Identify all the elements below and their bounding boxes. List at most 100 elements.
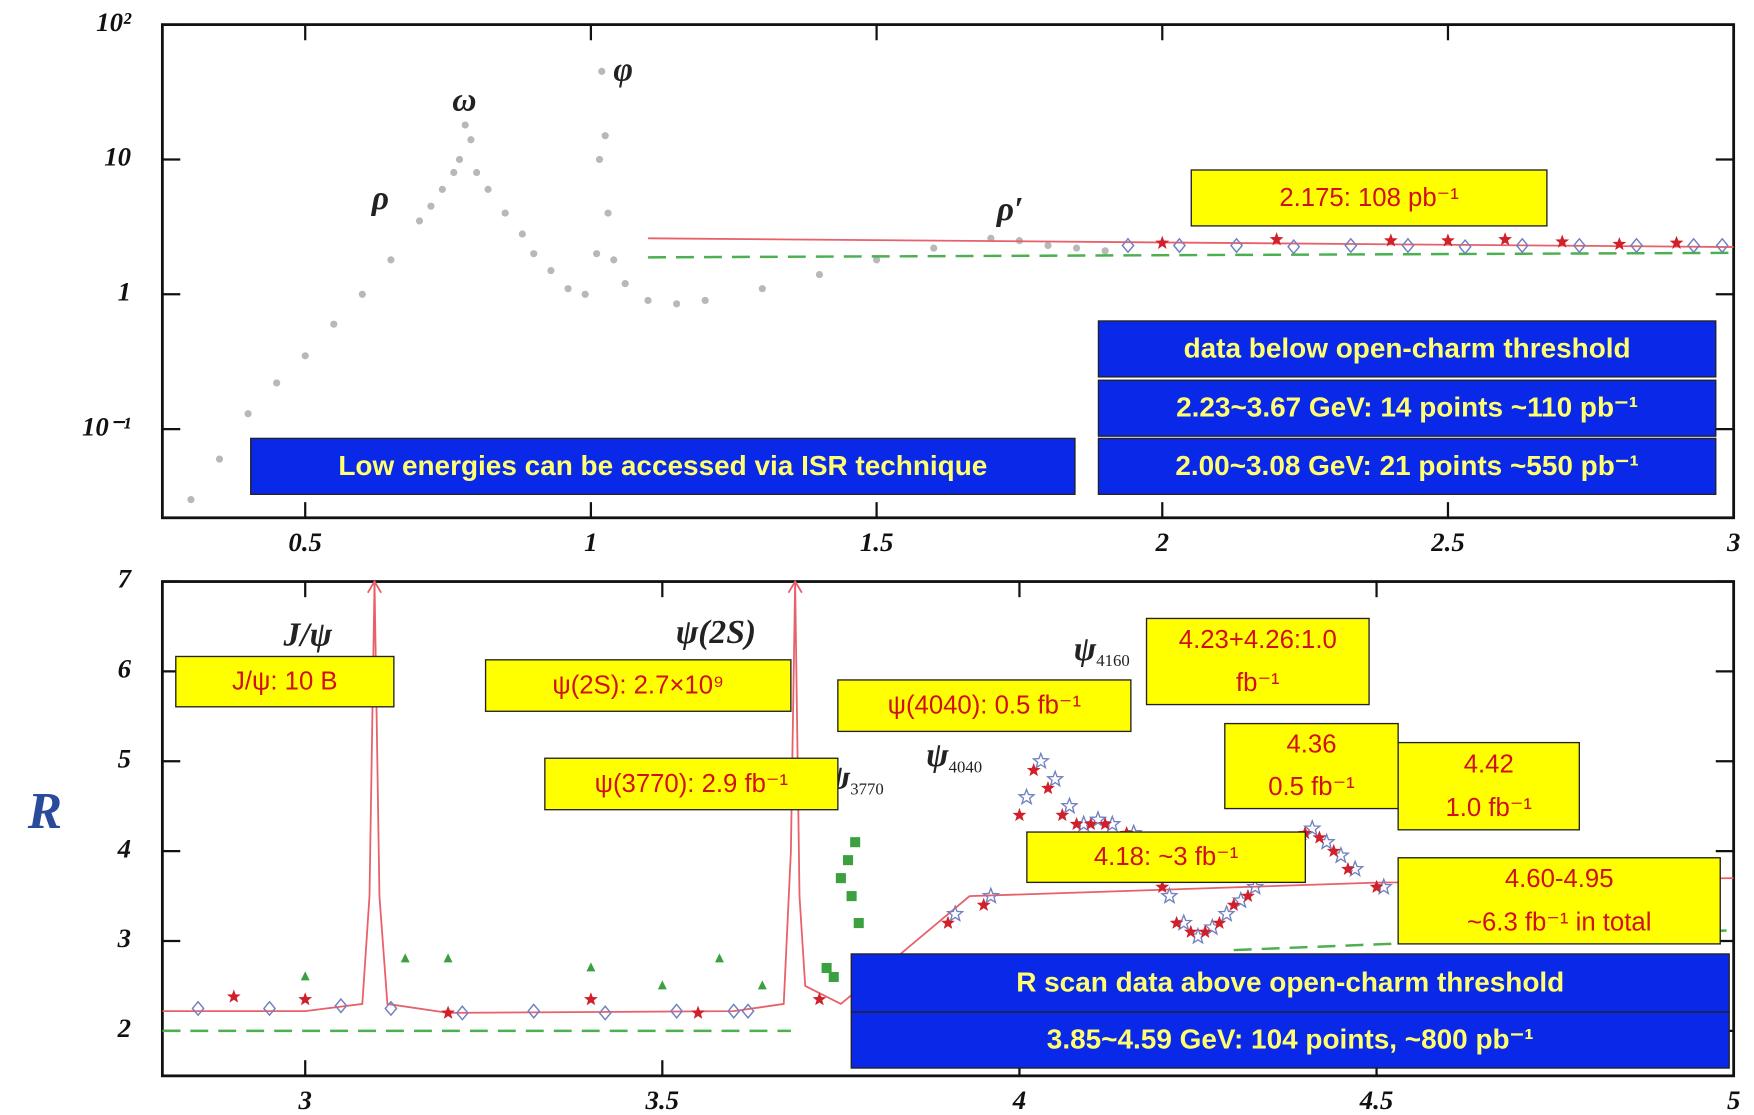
annotation-box bbox=[175, 655, 395, 708]
y-tick-label: 10² bbox=[96, 7, 132, 37]
annotation-text: fb⁻¹ bbox=[1236, 669, 1280, 697]
y-tick-label: 10⁻¹ bbox=[82, 411, 131, 441]
x-tick-label: 4 bbox=[1012, 1085, 1026, 1115]
data-point-star bbox=[1183, 924, 1198, 938]
data-point-square bbox=[835, 873, 846, 884]
data-point bbox=[610, 256, 618, 264]
annotation-text: R scan data above open-charm threshold bbox=[1016, 967, 1564, 998]
data-point bbox=[427, 202, 435, 210]
data-point bbox=[1072, 244, 1081, 252]
annotation-text: 2.23~3.67 GeV: 14 points ~110 pb⁻¹ bbox=[1176, 392, 1638, 423]
resonance-label: ρ′ bbox=[996, 191, 1024, 228]
data-point bbox=[415, 217, 424, 225]
data-point-star bbox=[945, 904, 965, 922]
data-point bbox=[330, 320, 338, 328]
data-point-diamond bbox=[1715, 237, 1729, 254]
data-point-square bbox=[853, 918, 864, 929]
resonance-symbol: ψ bbox=[926, 737, 949, 774]
data-point bbox=[301, 352, 309, 360]
data-point-diamond bbox=[1401, 237, 1415, 254]
y-tick-label: 3 bbox=[117, 923, 131, 953]
data-point-triangle bbox=[443, 953, 453, 963]
y-tick-label: 5 bbox=[118, 743, 131, 773]
data-point-star bbox=[1498, 232, 1513, 246]
data-point bbox=[593, 250, 601, 258]
data-point-star bbox=[1155, 235, 1170, 249]
y-axis-label: R bbox=[27, 783, 62, 840]
data-point-square bbox=[821, 962, 832, 974]
y-tick-label: 2 bbox=[117, 1013, 131, 1043]
data-point-star bbox=[1441, 233, 1455, 247]
data-point bbox=[987, 234, 995, 242]
annotation-text: 2.175: 108 pb⁻¹ bbox=[1279, 184, 1458, 212]
data-point-star bbox=[441, 1005, 455, 1019]
data-point-diamond bbox=[334, 997, 348, 1014]
resonance-label: ψ(2S) bbox=[676, 614, 756, 651]
resonance-label: ω bbox=[452, 82, 476, 119]
annotation-text: 4.42 bbox=[1464, 750, 1514, 778]
data-point-triangle bbox=[300, 971, 310, 981]
data-point bbox=[930, 244, 938, 252]
annotation-box bbox=[484, 659, 792, 712]
data-point bbox=[621, 280, 629, 288]
annotation-text: 0.5 fb⁻¹ bbox=[1268, 773, 1355, 801]
data-point-star bbox=[1269, 232, 1284, 246]
data-point-diamond bbox=[598, 1005, 612, 1021]
data-point-diamond bbox=[1515, 237, 1529, 254]
data-point bbox=[564, 285, 572, 293]
data-point-star bbox=[1369, 879, 1384, 894]
y-tick-label: 7 bbox=[118, 564, 133, 594]
data-point-diamond bbox=[670, 1003, 684, 1019]
annotation-box bbox=[1397, 857, 1721, 945]
data-point-star bbox=[1312, 830, 1327, 844]
data-point bbox=[438, 185, 446, 193]
data-point bbox=[473, 168, 481, 177]
data-point-star bbox=[1088, 809, 1108, 828]
data-point-star bbox=[1555, 234, 1570, 248]
annotation-box bbox=[1190, 169, 1548, 227]
data-point bbox=[461, 121, 469, 129]
data-point bbox=[530, 250, 538, 258]
annotation-box bbox=[544, 757, 839, 811]
y-tick-label: 6 bbox=[118, 654, 132, 684]
data-point bbox=[187, 496, 195, 504]
x-tick-label: 0.5 bbox=[288, 527, 322, 557]
data-point bbox=[673, 300, 681, 308]
resonance-label: ψ4040 bbox=[926, 737, 982, 776]
data-point bbox=[604, 209, 612, 217]
fit-line bbox=[648, 237, 1734, 248]
data-point-star bbox=[1160, 886, 1179, 904]
annotation-text: 1.0 fb⁻¹ bbox=[1445, 794, 1532, 822]
y-tick-label: 10 bbox=[104, 142, 131, 172]
data-point bbox=[1044, 241, 1052, 250]
data-point-star bbox=[1069, 816, 1084, 831]
resonance-symbol: J/ψ bbox=[282, 616, 332, 653]
data-point bbox=[244, 410, 252, 418]
resonance-symbol: ψ bbox=[1074, 631, 1097, 668]
annotation-text: 4.18: ~3 fb⁻¹ bbox=[1094, 843, 1238, 871]
data-point bbox=[598, 67, 606, 75]
data-point bbox=[1101, 247, 1109, 255]
x-tick-label: 2.5 bbox=[1430, 527, 1465, 557]
data-point bbox=[595, 155, 604, 164]
x-tick-label: 3 bbox=[298, 1085, 312, 1115]
data-point bbox=[215, 455, 224, 463]
data-point-star bbox=[1041, 780, 1055, 795]
data-point-star bbox=[1169, 915, 1184, 929]
annotation-text: data below open-charm threshold bbox=[1184, 332, 1631, 363]
plot-frame bbox=[160, 23, 1736, 520]
annotation-box bbox=[1026, 831, 1307, 884]
x-tick-label: 3.5 bbox=[645, 1085, 680, 1115]
data-point-diamond bbox=[1121, 237, 1135, 254]
annotation-box bbox=[837, 679, 1132, 733]
data-point bbox=[484, 185, 492, 193]
data-point-star bbox=[1326, 843, 1341, 857]
annotation-box bbox=[1224, 722, 1399, 810]
annotation-box bbox=[850, 953, 1730, 1013]
data-point bbox=[873, 256, 881, 264]
data-point-diamond bbox=[741, 1003, 755, 1019]
data-point-diamond bbox=[384, 1000, 398, 1017]
annotation-text: 4.36 bbox=[1286, 731, 1336, 759]
